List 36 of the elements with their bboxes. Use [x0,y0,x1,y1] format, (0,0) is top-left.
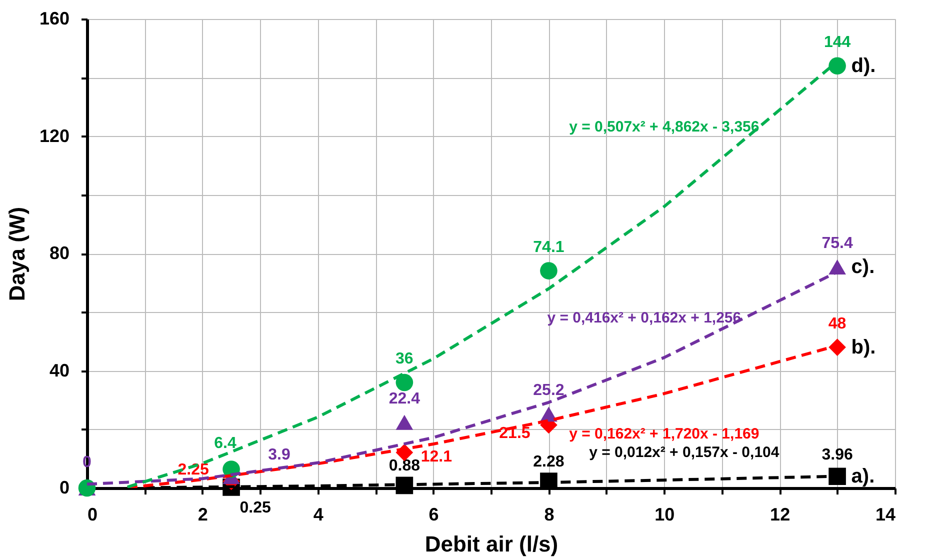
x-tick-label: 10 [654,504,675,524]
series-label: d). [851,54,876,77]
x-tick-label: 12 [770,504,790,524]
data-label: 6.4 [214,435,237,452]
series-label: c). [851,256,875,278]
y-tick-label: 40 [49,360,70,380]
x-tick-label: 8 [544,504,554,524]
annotation: y = 0,162x² + 1,720x - 1,169 [569,426,760,443]
y-axis-title: Daya (W) [4,206,30,302]
series-label: b). [851,336,876,358]
y-tick-label: 80 [49,243,70,263]
data-label: 2.28 [533,453,564,470]
data-label: 22.4 [388,390,420,408]
data-label: 12.1 [420,448,452,466]
x-tick-label: 0 [88,504,98,524]
series-label: a). [851,465,875,488]
data-label: 75.4 [822,234,853,252]
data-label: 25.2 [533,382,564,400]
data-label: 0.88 [388,457,420,474]
x-tick-label: 14 [875,504,896,524]
data-label: 36 [396,350,414,368]
data-label: 3.96 [822,446,853,464]
annotation: y = 0,012x² + 0,157x - 0,104 [589,444,780,462]
data-label: 144 [824,34,851,51]
data-label: 74.1 [533,238,564,256]
y-tick-label: 120 [39,126,70,146]
y-tick-label: 160 [39,8,70,28]
data-label: 48 [828,315,846,332]
data-label: 0.25 [240,499,271,516]
x-tick-label: 4 [313,504,324,524]
data-label: 3.9 [268,446,291,464]
y-tick-label: 0 [59,478,70,498]
x-axis-title: Debit air (l/s) [424,532,558,556]
x-tick-label: 2 [198,504,208,524]
x-tick-label: 6 [428,504,439,524]
annotation: y = 0,507x² + 4,862x - 3,356 [569,118,760,136]
